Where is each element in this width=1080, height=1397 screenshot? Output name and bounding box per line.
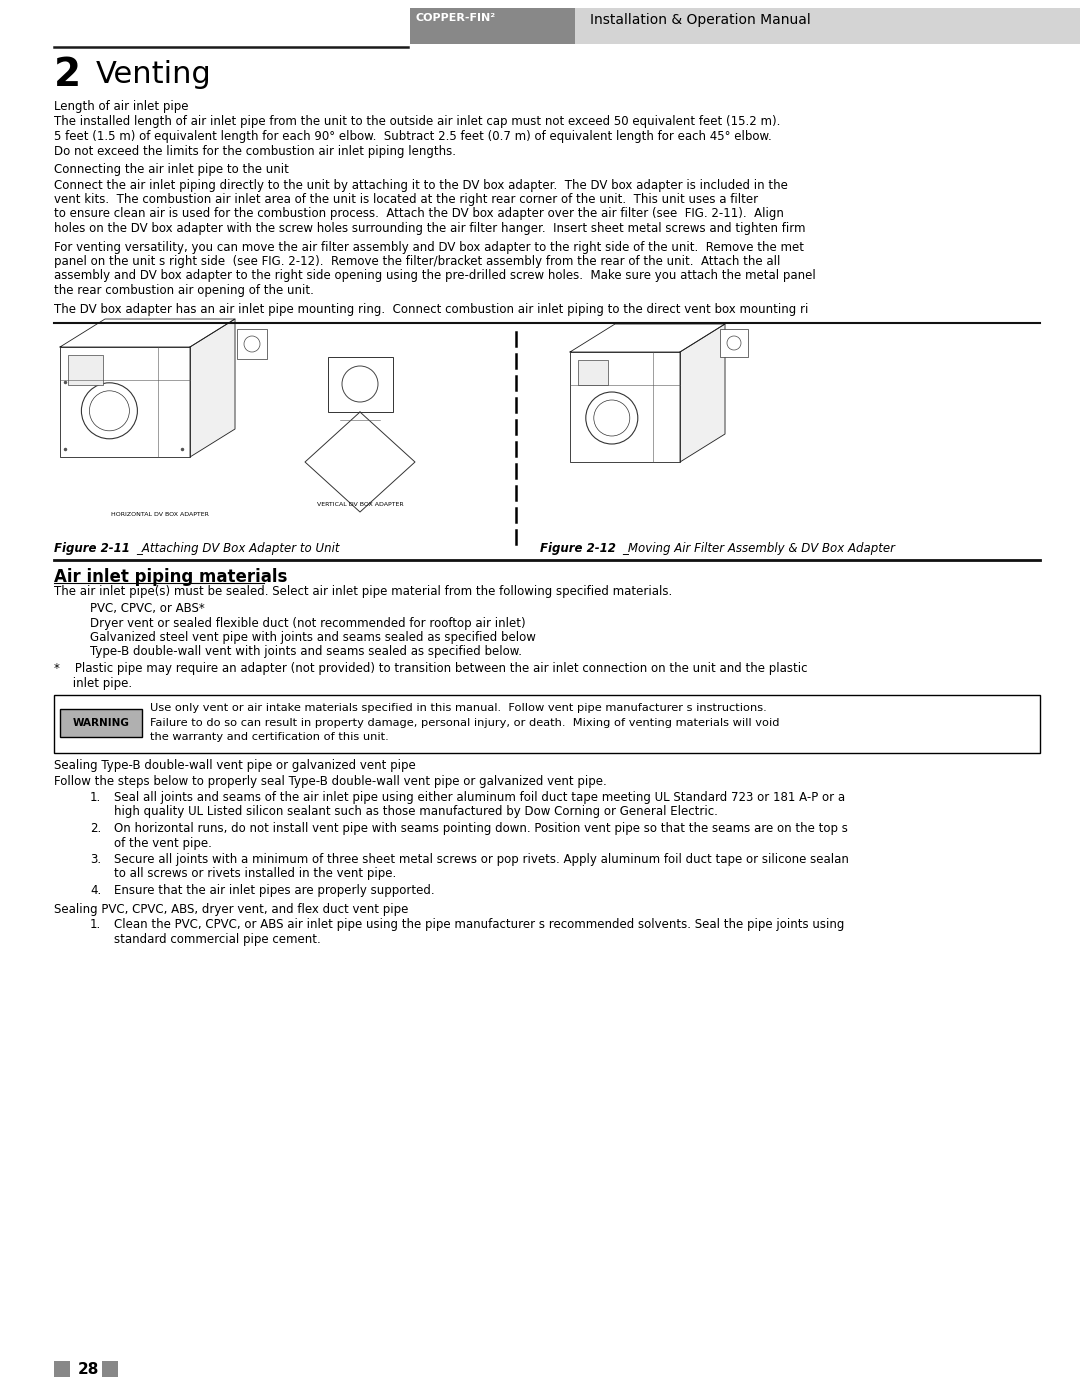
Text: assembly and DV box adapter to the right side opening using the pre-drilled scre: assembly and DV box adapter to the right… (54, 270, 815, 282)
Text: Length of air inlet pipe: Length of air inlet pipe (54, 101, 189, 113)
Text: The DV box adapter has an air inlet pipe mounting ring.  Connect combustion air : The DV box adapter has an air inlet pipe… (54, 303, 808, 316)
Text: Galvanized steel vent pipe with joints and seams sealed as specified below: Galvanized steel vent pipe with joints a… (90, 631, 536, 644)
Polygon shape (570, 324, 725, 352)
Text: On horizontal runs, do not install vent pipe with seams pointing down. Position : On horizontal runs, do not install vent … (114, 821, 848, 835)
Text: PVC, CPVC, or ABS*: PVC, CPVC, or ABS* (90, 602, 205, 615)
Text: _Moving Air Filter Assembly & DV Box Adapter: _Moving Air Filter Assembly & DV Box Ada… (622, 542, 895, 555)
Text: Venting: Venting (96, 60, 212, 89)
Bar (720, 330, 748, 358)
Text: Air inlet piping materials: Air inlet piping materials (54, 567, 287, 585)
Text: Use only vent or air intake materials specified in this manual.  Follow vent pip: Use only vent or air intake materials sp… (150, 703, 767, 712)
Text: of the vent pipe.: of the vent pipe. (114, 837, 212, 849)
Text: Type-B double-wall vent with joints and seams sealed as specified below.: Type-B double-wall vent with joints and … (90, 645, 522, 658)
Bar (102, 1361, 118, 1377)
Text: 28: 28 (78, 1362, 99, 1376)
Bar (54, 1361, 70, 1377)
Text: Dryer vent or sealed flexible duct (not recommended for rooftop air inlet): Dryer vent or sealed flexible duct (not … (90, 616, 526, 630)
Text: _Attaching DV Box Adapter to Unit: _Attaching DV Box Adapter to Unit (136, 542, 339, 555)
Text: COPPER-FIN²: COPPER-FIN² (415, 13, 495, 22)
Bar (578, 360, 608, 386)
Text: Secure all joints with a minimum of three sheet metal screws or pop rivets. Appl: Secure all joints with a minimum of thre… (114, 854, 849, 866)
Text: HORIZONTAL DV BOX ADAPTER: HORIZONTAL DV BOX ADAPTER (111, 511, 208, 517)
Text: For venting versatility, you can move the air filter assembly and DV box adapter: For venting versatility, you can move th… (54, 240, 804, 253)
Bar (410, 8, 1080, 43)
Bar (570, 352, 680, 462)
Text: 3.: 3. (90, 854, 102, 866)
Text: Failure to do so can result in property damage, personal injury, or death.  Mixi: Failure to do so can result in property … (150, 718, 780, 728)
Text: Figure 2-11: Figure 2-11 (54, 542, 130, 555)
Text: to all screws or rivets installed in the vent pipe.: to all screws or rivets installed in the… (114, 868, 396, 880)
Text: WARNING: WARNING (72, 718, 130, 728)
Text: Sealing Type-B double-wall vent pipe or galvanized vent pipe: Sealing Type-B double-wall vent pipe or … (54, 759, 416, 773)
Text: 4.: 4. (90, 884, 102, 897)
Text: Clean the PVC, CPVC, or ABS air inlet pipe using the pipe manufacturer s recomme: Clean the PVC, CPVC, or ABS air inlet pi… (114, 918, 845, 930)
Text: Do not exceed the limits for the combustion air inlet piping lengths.: Do not exceed the limits for the combust… (54, 144, 456, 158)
Polygon shape (60, 319, 235, 346)
Text: The installed length of air inlet pipe from the unit to the outside air inlet ca: The installed length of air inlet pipe f… (54, 116, 781, 129)
Bar (68, 355, 103, 386)
Text: the rear combustion air opening of the unit.: the rear combustion air opening of the u… (54, 284, 314, 298)
Text: Figure 2-12: Figure 2-12 (540, 542, 616, 555)
Text: vent kits.  The combustion air inlet area of the unit is located at the right re: vent kits. The combustion air inlet area… (54, 193, 758, 205)
Text: Seal all joints and seams of the air inlet pipe using either aluminum foil duct : Seal all joints and seams of the air inl… (114, 791, 846, 805)
Bar (410, 8, 575, 43)
Text: panel on the unit s right side  (see FIG. 2-12).  Remove the filter/bracket asse: panel on the unit s right side (see FIG.… (54, 256, 781, 268)
Text: 1.: 1. (90, 918, 102, 930)
Text: high quality UL Listed silicon sealant such as those manufactured by Dow Corning: high quality UL Listed silicon sealant s… (114, 806, 718, 819)
Text: Installation & Operation Manual: Installation & Operation Manual (590, 13, 811, 27)
Text: 2.: 2. (90, 821, 102, 835)
Text: Connecting the air inlet pipe to the unit: Connecting the air inlet pipe to the uni… (54, 163, 288, 176)
Text: to ensure clean air is used for the combustion process.  Attach the DV box adapt: to ensure clean air is used for the comb… (54, 208, 784, 221)
Text: standard commercial pipe cement.: standard commercial pipe cement. (114, 933, 321, 946)
Text: 1.: 1. (90, 791, 102, 805)
Bar (60, 710, 141, 738)
Text: 5 feet (1.5 m) of equivalent length for each 90° elbow.  Subtract 2.5 feet (0.7 : 5 feet (1.5 m) of equivalent length for … (54, 130, 772, 142)
Polygon shape (190, 319, 235, 457)
Text: Follow the steps below to properly seal Type-B double-wall vent pipe or galvaniz: Follow the steps below to properly seal … (54, 774, 607, 788)
Text: *    Plastic pipe may require an adapter (not provided) to transition between th: * Plastic pipe may require an adapter (n… (54, 662, 808, 675)
Text: inlet pipe.: inlet pipe. (54, 676, 132, 690)
Text: The air inlet pipe(s) must be sealed. Select air inlet pipe material from the fo: The air inlet pipe(s) must be sealed. Se… (54, 585, 672, 598)
Text: holes on the DV box adapter with the screw holes surrounding the air filter hang: holes on the DV box adapter with the scr… (54, 222, 806, 235)
Text: Connect the air inlet piping directly to the unit by attaching it to the DV box : Connect the air inlet piping directly to… (54, 179, 788, 191)
Text: Ensure that the air inlet pipes are properly supported.: Ensure that the air inlet pipes are prop… (114, 884, 434, 897)
Bar (60, 346, 190, 457)
Polygon shape (680, 324, 725, 462)
Text: Sealing PVC, CPVC, ABS, dryer vent, and flex duct vent pipe: Sealing PVC, CPVC, ABS, dryer vent, and … (54, 902, 408, 915)
Text: VERTICAL DV BOX ADAPTER: VERTICAL DV BOX ADAPTER (316, 502, 403, 507)
Bar (237, 330, 267, 359)
Bar (54, 694, 1040, 753)
Text: 2: 2 (54, 56, 81, 94)
Text: the warranty and certification of this unit.: the warranty and certification of this u… (150, 732, 389, 742)
Bar (328, 358, 393, 412)
